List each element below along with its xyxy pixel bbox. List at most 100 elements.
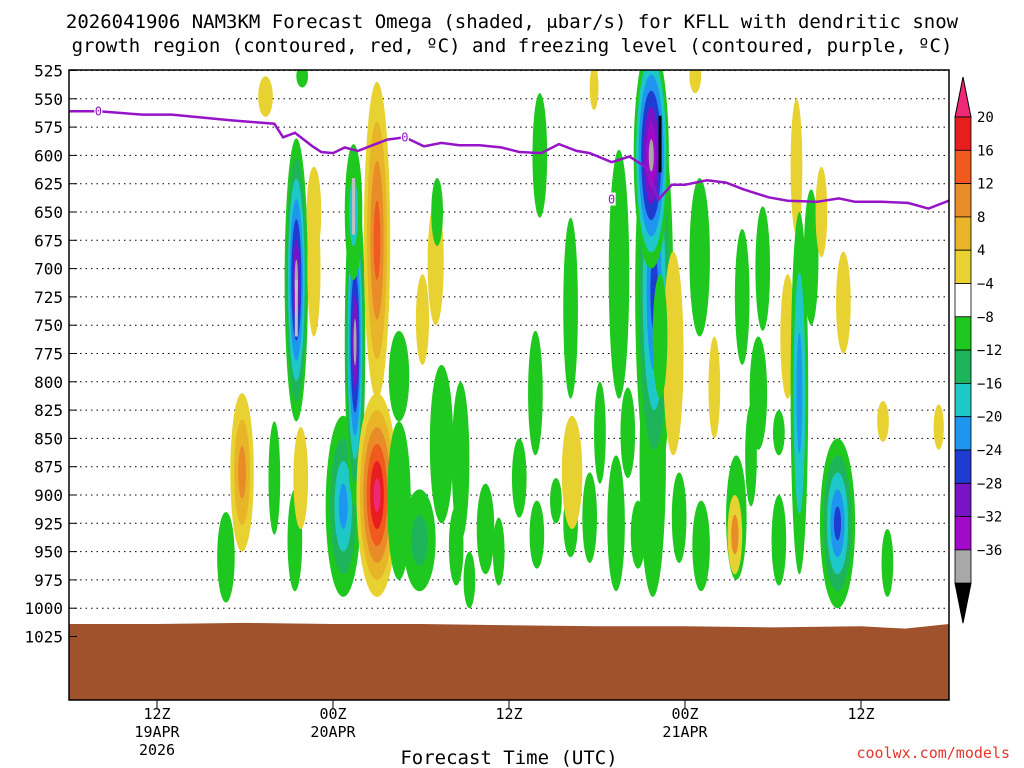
x-axis-label: Forecast Time (UTC) xyxy=(400,747,617,768)
freezing-level-line xyxy=(69,110,949,210)
omega-cell xyxy=(771,495,787,586)
omega-cell xyxy=(620,387,636,479)
y-tick-label: 1025 xyxy=(24,628,63,647)
y-tick-label: 925 xyxy=(34,514,63,533)
omega-cell xyxy=(652,274,668,399)
colorbar-swatch xyxy=(954,482,972,517)
x-tick-label: 12Z xyxy=(495,705,522,723)
dendritic-growth-contours xyxy=(294,115,662,337)
omega-cell xyxy=(734,228,750,365)
omega-cell xyxy=(431,178,443,246)
omega-cell xyxy=(663,251,684,456)
freezing-label-bg xyxy=(94,104,103,118)
omega-cell xyxy=(338,483,348,529)
omega-cell xyxy=(877,401,889,442)
omega-cell xyxy=(532,93,548,218)
omega-cell xyxy=(563,217,578,399)
x-tick-label: 00Z xyxy=(671,705,698,723)
y-tick-label: 1000 xyxy=(24,599,63,618)
x-tick-label: 21APR xyxy=(662,723,708,741)
omega-cell xyxy=(238,445,246,499)
omega-cell xyxy=(388,330,410,422)
colorbar-label: −32 xyxy=(977,510,1002,526)
colorbar-swatch xyxy=(954,249,972,284)
omega-cell xyxy=(773,410,785,456)
colorbar-swatch xyxy=(954,283,972,318)
freezing-level-label: 0 xyxy=(608,193,615,207)
terrain-surface xyxy=(69,622,949,700)
omega-cell xyxy=(307,200,321,337)
omega-cell xyxy=(589,70,599,111)
colorbar-label: −24 xyxy=(977,443,1002,459)
omega-cell xyxy=(933,404,944,450)
y-tick-label: 825 xyxy=(34,401,63,420)
omega-cell xyxy=(608,149,630,399)
colorbar-label: 16 xyxy=(977,143,994,159)
chart-title-line-2: growth region (contoured, red, ºC) and f… xyxy=(72,35,953,57)
omega-cell xyxy=(561,415,583,529)
omega-cell xyxy=(258,76,273,117)
omega-cell xyxy=(815,166,828,258)
y-tick-label: 700 xyxy=(34,260,63,279)
omega-cell xyxy=(755,206,771,331)
omega-cell xyxy=(373,200,381,280)
y-tick-label: 600 xyxy=(34,146,63,165)
colorbar-top-triangle xyxy=(954,76,972,118)
colorbar: 20 16 12 8 4 −4 −8 −12 −16 −20 −24 −28 −32 −36 xyxy=(954,76,1002,624)
credit-text: coolwx.com/models xyxy=(856,744,1010,762)
omega-cell xyxy=(429,364,454,524)
colorbar-swatch xyxy=(954,549,972,584)
chart-title-line-1: 2026041906 NAM3KM Forecast Omega (shaded… xyxy=(66,11,959,33)
omega-cell xyxy=(373,478,381,512)
omega-cell xyxy=(692,500,710,592)
omega-cell xyxy=(803,189,819,326)
colorbar-swatch xyxy=(954,349,972,384)
colorbar-swatch xyxy=(954,449,972,484)
y-tick-label: 525 xyxy=(34,62,63,81)
y-tick-label: 875 xyxy=(34,458,63,477)
omega-cell xyxy=(594,381,606,484)
omega-cell xyxy=(550,478,562,524)
y-tick-label: 950 xyxy=(34,543,63,562)
omega-cell xyxy=(463,551,476,609)
y-tick-label: 650 xyxy=(34,203,63,222)
y-tick-label: 900 xyxy=(34,486,63,505)
plot-area: 0 0 0 xyxy=(69,70,949,700)
omega-cell xyxy=(881,528,894,597)
y-tick-label: 550 xyxy=(34,90,63,109)
omega-cell xyxy=(708,336,721,439)
x-tick-label: 12Z xyxy=(143,705,170,723)
y-tick-label: 775 xyxy=(34,345,63,364)
omega-cell xyxy=(796,332,803,454)
freezing-label-bg xyxy=(400,130,409,144)
omega-cell xyxy=(293,427,309,529)
colorbar-swatch xyxy=(954,416,972,451)
y-axis: 525 550 575 600 625 650 675 700 725 750 775 800 825 8… xyxy=(24,62,77,647)
colorbar-bottom-triangle xyxy=(954,582,972,624)
omega-cell xyxy=(648,139,654,172)
x-tick-label: 19APR xyxy=(134,723,180,741)
omega-cell xyxy=(217,511,235,603)
omega-cell xyxy=(607,455,625,592)
colorbar-label: −20 xyxy=(977,410,1002,426)
x-tick-label: 00Z xyxy=(319,705,346,723)
colorbar-label: −12 xyxy=(977,343,1002,359)
freezing-level-label: 0 xyxy=(401,130,408,144)
omega-cell xyxy=(529,500,545,569)
x-tick-label: 12Z xyxy=(847,705,874,723)
colorbar-label: −36 xyxy=(977,543,1002,559)
colorbar-label: 20 xyxy=(977,110,994,126)
omega-cell xyxy=(451,381,470,541)
y-tick-label: 750 xyxy=(34,316,63,335)
colorbar-swatch xyxy=(954,216,972,251)
omega-cell xyxy=(689,178,710,337)
omega-cell xyxy=(836,251,851,354)
colorbar-label: 12 xyxy=(977,177,994,193)
colorbar-label: −16 xyxy=(977,376,1002,392)
x-tick-label: 2026 xyxy=(139,741,175,759)
omega-cell xyxy=(476,483,495,575)
colorbar-label: −28 xyxy=(977,476,1002,492)
freezing-level-label: 0 xyxy=(95,104,102,118)
colorbar-swatch xyxy=(954,382,972,418)
